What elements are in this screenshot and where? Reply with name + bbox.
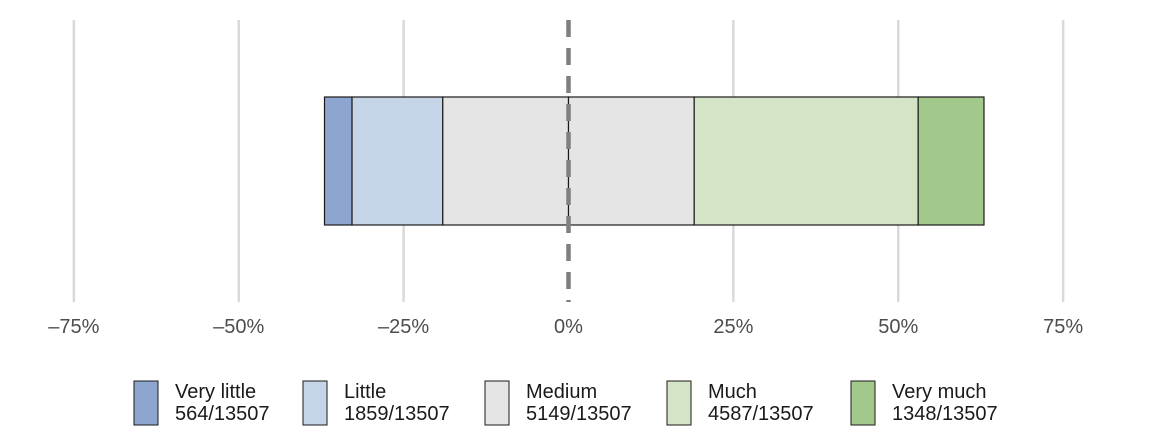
legend-count: 564/13507 — [175, 403, 270, 425]
legend-swatch — [133, 380, 159, 426]
x-tick-label: –25% — [378, 316, 429, 338]
legend-swatch — [302, 380, 328, 426]
legend-count: 1348/13507 — [892, 403, 998, 425]
legend-label: Little — [344, 381, 386, 403]
x-tick-label: 0% — [554, 316, 583, 338]
x-tick-label: –50% — [213, 316, 264, 338]
legend-count: 1859/13507 — [344, 403, 450, 425]
bar-segment-medium-right — [567, 96, 695, 226]
legend-label: Medium — [526, 381, 597, 403]
legend-label: Very little — [175, 381, 256, 403]
legend-count: 5149/13507 — [526, 403, 632, 425]
bar-segment-little — [351, 96, 444, 226]
bar-segments — [323, 96, 985, 226]
bar-segment-very-little — [323, 96, 353, 226]
legend-label: Much — [708, 381, 757, 403]
x-tick-label: –75% — [48, 316, 99, 338]
legend-count: 4587/13507 — [708, 403, 814, 425]
bar-segment-much — [693, 96, 919, 226]
legend-swatch — [666, 380, 692, 426]
bar-segment-very-much — [917, 96, 985, 226]
x-tick-label: 75% — [1043, 316, 1083, 338]
x-axis-tick-labels: –75% –50% –25% 0% 25% 50% 75% — [48, 316, 1083, 338]
x-tick-label: 50% — [878, 316, 918, 338]
x-tick-label: 25% — [713, 316, 753, 338]
bar-segment-medium-left — [442, 96, 570, 226]
legend-swatch — [850, 380, 876, 426]
legend-label: Very much — [892, 381, 986, 403]
legend-swatch — [484, 380, 510, 426]
